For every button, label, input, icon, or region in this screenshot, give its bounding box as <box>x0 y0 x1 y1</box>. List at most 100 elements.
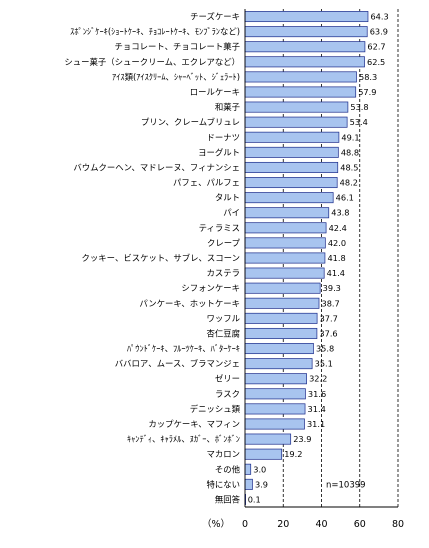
category-label-19: パンケーキ、ホットケーキ <box>139 298 240 308</box>
category-label-25: ラスク <box>215 389 240 399</box>
value-label-19: 38.7 <box>322 298 340 308</box>
value-label-1: 63.9 <box>370 27 388 37</box>
category-label-5: ロールケーキ <box>190 87 240 97</box>
value-label-30: 3.0 <box>253 464 266 474</box>
value-label-24: 32.2 <box>309 374 327 384</box>
bar-4 <box>244 71 357 83</box>
value-label-18: 39.3 <box>323 283 341 293</box>
category-label-16: クッキー、ビスケット、サブレ、スコーン <box>82 253 240 263</box>
bar-8 <box>244 131 340 143</box>
value-label-22: 35.8 <box>316 344 334 354</box>
value-label-21: 37.6 <box>319 328 337 338</box>
x-tick-label-60: 60 <box>354 519 366 530</box>
category-label-9: ヨーグルト <box>198 147 240 157</box>
category-label-7: プリン、クレームブリュレ <box>141 117 240 127</box>
bar-14 <box>244 222 327 234</box>
bar-11 <box>244 177 338 189</box>
bar-1 <box>244 26 368 38</box>
bar-12 <box>244 192 334 204</box>
bar-24 <box>244 373 307 385</box>
bar-5 <box>244 86 357 98</box>
category-label-10: バウムクーヘン、マドレーヌ、フィナンシェ <box>73 162 240 172</box>
bar-6 <box>244 101 349 113</box>
x-tick-label-20: 20 <box>277 519 289 530</box>
bar-0 <box>244 11 369 23</box>
category-label-15: クレープ <box>207 238 241 248</box>
value-label-14: 42.4 <box>329 223 347 233</box>
category-label-23: ババロア、ムース、ブラマンジェ <box>115 359 240 369</box>
category-label-32: 無回答 <box>215 494 241 504</box>
category-label-6: 和菓子 <box>215 102 240 112</box>
category-label-28: ｷｬﾝﾃﾞｨ、ｷｬﾗﾒﾙ、ﾇｶﾞｰ、ﾎﾞﾝﾎﾞﾝ <box>127 434 240 444</box>
category-label-0: チーズケーキ <box>190 12 240 22</box>
category-label-24: ゼリー <box>215 374 240 384</box>
category-label-22: ﾊﾟｳﾝﾄﾞｹｰｷ、ﾌﾙｰﾂｹｰｷ、ﾊﾞﾀｰｹｰｷ <box>127 344 240 354</box>
category-label-4: ｱｲｽ類(ｱｲｽｸﾘｰﾑ、ｼｬｰﾍﾞｯﾄ、ｼﾞｪﾗｰﾄ) <box>112 72 240 82</box>
bar-23 <box>244 358 313 370</box>
value-label-0: 64.3 <box>370 12 388 22</box>
bar-7 <box>244 116 348 128</box>
category-label-29: マカロン <box>207 449 241 459</box>
value-label-11: 48.2 <box>340 178 358 188</box>
category-label-11: パフェ、パルフェ <box>173 178 240 188</box>
value-label-29: 19.2 <box>284 449 302 459</box>
bar-25 <box>244 388 306 400</box>
value-label-8: 49.1 <box>341 132 359 142</box>
value-label-4: 58.3 <box>359 72 377 82</box>
axes: 0 20 40 60 80 <box>242 9 404 530</box>
category-label-3: シュー菓子（シュークリーム、エクレアなど） <box>64 57 240 67</box>
value-label-26: 31.4 <box>308 404 326 414</box>
value-label-9: 48.8 <box>341 147 359 157</box>
value-label-28: 23.9 <box>293 434 311 444</box>
category-label-20: ワッフル <box>207 313 241 323</box>
bar-18 <box>244 282 321 294</box>
bar-22 <box>244 343 314 355</box>
bar-10 <box>244 161 339 173</box>
bar-19 <box>244 297 320 309</box>
value-label-3: 62.5 <box>367 57 385 67</box>
category-label-2: チョコレート、チョコレート菓子 <box>115 42 240 52</box>
value-label-13: 43.8 <box>331 208 349 218</box>
category-labels: チーズケーキ ｽﾎﾟﾝｼﾞｹｰｷ(ｼｮｰﾄｹｰｷ、ﾁｮｺﾚｰﾄｹｰｷ、ﾓﾝﾌﾞﾗﾝ… <box>64 12 240 505</box>
x-tick-label-80: 80 <box>392 519 404 530</box>
category-label-14: ティラミス <box>199 223 240 233</box>
category-label-17: カステラ <box>207 268 241 278</box>
bar-15 <box>244 237 326 249</box>
x-tick-label-0: 0 <box>242 519 248 530</box>
value-label-7: 53.4 <box>350 117 368 127</box>
value-label-10: 48.5 <box>340 162 358 172</box>
value-label-2: 62.7 <box>367 42 385 52</box>
value-labels: 64.3 63.9 62.7 62.5 58.3 57.9 53.8 53.4 49.1 48.8… <box>248 12 389 505</box>
sample-size-note: n=10399 <box>326 480 366 490</box>
value-label-23: 35.1 <box>315 359 333 369</box>
bar-9 <box>244 146 339 158</box>
bar-30 <box>244 463 252 475</box>
bars <box>244 11 369 505</box>
category-label-30: その他 <box>215 464 241 474</box>
category-label-18: シフォンケーキ <box>181 283 240 293</box>
bar-21 <box>244 327 318 339</box>
value-label-6: 53.8 <box>350 102 368 112</box>
value-label-20: 37.7 <box>320 313 338 323</box>
x-axis-unit-label: （%） <box>202 518 230 530</box>
value-label-32: 0.1 <box>248 494 261 504</box>
value-label-31: 3.9 <box>255 479 268 489</box>
value-label-27: 31.1 <box>307 419 325 429</box>
value-label-15: 42.0 <box>328 238 346 248</box>
value-label-12: 46.1 <box>336 193 354 203</box>
bar-27 <box>244 418 305 430</box>
bar-26 <box>244 403 306 415</box>
bar-29 <box>244 448 283 460</box>
x-tick-label-40: 40 <box>315 519 327 530</box>
category-label-8: ドーナツ <box>207 132 241 142</box>
bar-16 <box>244 252 326 264</box>
category-label-27: カップケーキ、マフィン <box>148 419 240 429</box>
value-label-17: 41.4 <box>327 268 345 278</box>
category-label-13: パイ <box>223 208 240 218</box>
value-label-16: 41.8 <box>327 253 345 263</box>
category-label-12: タルト <box>215 193 240 203</box>
category-label-31: 特にない <box>207 479 241 489</box>
bar-20 <box>244 312 318 324</box>
bar-28 <box>244 433 292 445</box>
